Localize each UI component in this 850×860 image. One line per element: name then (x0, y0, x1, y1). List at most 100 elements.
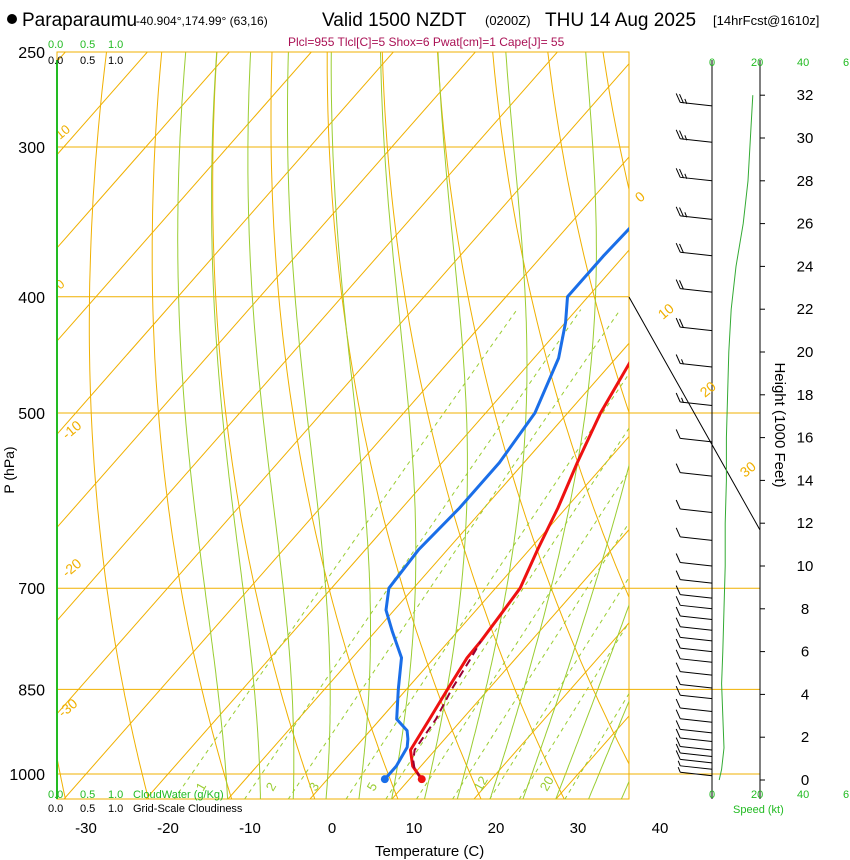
cloudiness-label: Grid-Scale Cloudiness (133, 803, 243, 815)
wind-barb-flag (675, 570, 681, 580)
cloudiness-top-2: 1.0 (108, 55, 123, 67)
height-tick-label: 6 (801, 644, 809, 661)
isotherm (473, 622, 629, 799)
wind-barb-flag (675, 638, 681, 649)
wind-barb-shaft (680, 658, 713, 663)
wind-barb-shaft (680, 737, 713, 742)
mixing-ratio-line (244, 309, 582, 799)
height-tick-label: 22 (797, 301, 814, 318)
speed-bottom-2: 40 (797, 789, 809, 801)
dry-adiabat (436, 52, 629, 765)
plot-area (56, 51, 630, 800)
isotherm-label: 0 (632, 188, 648, 205)
wind-barb-half (684, 173, 688, 180)
bullet-icon (7, 14, 17, 24)
wind-barb-flag (675, 279, 681, 289)
height-axis-label: Height (1000 Feet) (771, 362, 788, 487)
cloudiness-bottom-0: 0.0 (48, 803, 63, 815)
wind-barb-shaft (680, 728, 713, 734)
wind-barb-shaft (680, 746, 713, 751)
isotherm (57, 52, 559, 622)
pressure-tick-label: 700 (18, 581, 45, 598)
wind-barb-flag (675, 617, 681, 627)
height-tick-label: 32 (797, 87, 814, 104)
wind-barb-shaft (680, 472, 713, 477)
wind-speed-line (718, 95, 754, 781)
temp-tick-label: 30 (570, 820, 587, 837)
valid-date: THU 14 Aug 2025 (545, 10, 696, 31)
dry-adiabat (88, 52, 150, 799)
parcel-line (412, 640, 482, 780)
speed-bottom-right: 6 (843, 789, 849, 801)
tropopause-line (628, 296, 761, 531)
dry-adiabat (547, 52, 629, 414)
height-tick-label: 12 (797, 515, 814, 532)
height-tick-label: 2 (801, 729, 809, 746)
y-axis-label: P (hPa) (1, 446, 17, 493)
temp-tick-label: 40 (652, 820, 669, 837)
isotherm (309, 435, 629, 799)
wind-barb-half (684, 212, 688, 218)
wind-barb-flag (675, 553, 681, 563)
cloudiness-top-1: 0.5 (80, 55, 95, 67)
cloudiness-bottom-1: 0.5 (80, 803, 95, 815)
moist-adiabat (287, 52, 331, 799)
temp-tick-label: 10 (406, 820, 423, 837)
theta-label: 0 (52, 276, 67, 292)
indices-line: Plcl=955 Tlcl[C]=5 Shox=6 Pwat[cm]=1 Cap… (288, 35, 565, 49)
wind-barb-flag (675, 354, 681, 364)
wind-barb-shaft (680, 437, 713, 443)
speed-bottom-1: 20 (751, 789, 763, 801)
temp-tick-label: -30 (75, 820, 97, 837)
mixing-ratio-line (287, 309, 621, 799)
wind-barb-shaft (680, 615, 713, 620)
wind-barbs (675, 93, 713, 777)
speed-top-1: 20 (751, 57, 763, 69)
moist-adiabat (211, 52, 261, 799)
pressure-tick-label: 1000 (9, 767, 45, 784)
moist-adiabat (247, 52, 295, 799)
wind-barb-shaft (680, 536, 713, 541)
isotherm-label: 20 (697, 378, 719, 400)
temp-tick-label: 0 (328, 820, 336, 837)
wind-barb-shaft (680, 326, 713, 332)
dry-adiabat (818, 31, 850, 800)
wind-barb-flag (675, 463, 681, 473)
wind-barb-flag (675, 392, 681, 403)
wind-barb-flag (679, 243, 684, 254)
moist-adiabat (423, 52, 468, 799)
wind-barb-flag (675, 709, 681, 719)
wind-barb-shaft (680, 765, 713, 770)
pressure-tick-label: 250 (18, 45, 45, 62)
cloud-bottom-1: 0.5 (80, 789, 95, 801)
cloud-bottom-2: 1.0 (108, 789, 123, 801)
wind-barb-shaft (680, 758, 713, 764)
wind-barb-flag (675, 750, 681, 760)
wind-barb-half (677, 760, 681, 766)
isotherm (57, 52, 395, 435)
dry-adiabat (381, 52, 565, 799)
wind-barb-shaft (680, 251, 713, 257)
height-tick-label: 28 (797, 173, 814, 190)
wind-barb-flag (675, 317, 681, 328)
height-tick-label: 26 (797, 216, 814, 233)
station-coords: -40.904°,174.99° (63,16) (136, 14, 268, 28)
height-tick-label: 0 (801, 772, 809, 789)
speed-top-0: 0 (709, 57, 715, 69)
height-tick-label: 30 (797, 130, 814, 147)
cloudiness-top-0: 0.0 (48, 55, 63, 67)
valid-time: Valid 1500 NZDT (322, 10, 467, 31)
wind-barb-flag (675, 585, 681, 595)
wind-barb-flag (675, 499, 681, 510)
surface-temperature-marker (417, 775, 426, 784)
isotherm (63, 156, 629, 799)
mixing-ratio-line (173, 309, 518, 799)
wind-barb-shaft (680, 288, 713, 293)
moist-adiabat (522, 463, 629, 799)
pressure-tick-label: 500 (18, 406, 45, 423)
background-grid (0, 31, 850, 800)
wind-barb-flag (675, 168, 681, 178)
wind-barb-shaft (680, 215, 713, 220)
wind-barb-flag (675, 628, 681, 638)
isotherm (0, 31, 2, 800)
